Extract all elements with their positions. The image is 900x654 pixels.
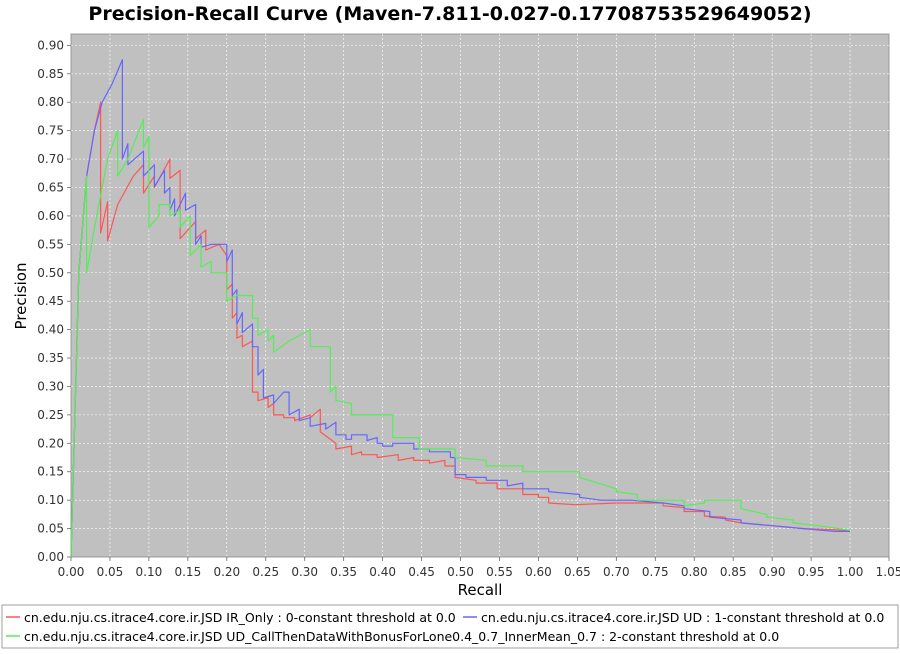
x-tick-label: 0.00 [58, 565, 85, 579]
x-tick-label: 0.60 [525, 565, 552, 579]
y-tick-label: 0.10 [37, 493, 64, 507]
y-tick-label: 0.90 [37, 38, 64, 52]
legend-label-ud-callthendata: cn.edu.nju.cs.itrace4.core.ir.JSD UD_Cal… [24, 629, 779, 644]
y-tick-label: 0.50 [37, 266, 64, 280]
x-tick-label: 0.50 [447, 565, 474, 579]
y-tick-label: 0.85 [37, 67, 64, 81]
x-tick-label: 0.40 [369, 565, 396, 579]
x-tick-label: 0.35 [330, 565, 357, 579]
x-tick-label: 0.65 [564, 565, 591, 579]
legend-label-ir-only: cn.edu.nju.cs.itrace4.core.ir.JSD IR_Onl… [24, 610, 456, 625]
x-tick-label: 0.25 [252, 565, 279, 579]
y-tick-label: 0.05 [37, 522, 64, 536]
y-tick-label: 0.65 [37, 180, 64, 194]
y-tick-label: 0.55 [37, 237, 64, 251]
x-tick-label: 0.80 [681, 565, 708, 579]
y-axis-label: Precision [12, 263, 30, 330]
legend: cn.edu.nju.cs.itrace4.core.ir.JSD IR_Onl… [1, 604, 899, 649]
y-tick-label: 0.00 [37, 550, 64, 564]
x-tick-label: 1.05 [876, 565, 900, 579]
y-tick-label: 0.75 [37, 124, 64, 138]
y-tick-label: 0.15 [37, 465, 64, 479]
series-layer [70, 58, 851, 558]
x-tick-label: 1.00 [837, 565, 864, 579]
y-tick-label: 0.80 [37, 95, 64, 109]
y-tick-label: 0.40 [37, 323, 64, 337]
legend-label-ud: cn.edu.nju.cs.itrace4.core.ir.JSD UD : 1… [481, 610, 884, 625]
x-tick-label: 0.20 [213, 565, 240, 579]
x-axis-label: Recall [458, 581, 503, 599]
x-tick-label: 0.05 [97, 565, 124, 579]
x-tick-label: 0.95 [798, 565, 825, 579]
chart-title: Precision-Recall Curve (Maven-7.811-0.02… [88, 3, 811, 25]
x-tick-label: 0.55 [486, 565, 513, 579]
y-tick-label: 0.25 [37, 408, 64, 422]
y-tick-label: 0.70 [37, 152, 64, 166]
plot-area [70, 33, 890, 558]
x-axis-ticks: 0.00 0.05 0.10 0.15 0.20 0.25 0.30 0.35 0.40 0.45… [58, 557, 900, 579]
y-tick-label: 0.60 [37, 209, 64, 223]
series-line-1 [70, 58, 850, 558]
x-tick-label: 0.30 [291, 565, 318, 579]
legend-box [1, 604, 899, 649]
y-tick-label: 0.35 [37, 351, 64, 365]
x-tick-label: 0.75 [642, 565, 669, 579]
y-tick-label: 0.20 [37, 436, 64, 450]
x-tick-label: 0.45 [408, 565, 435, 579]
x-tick-label: 0.90 [759, 565, 786, 579]
series-line-2 [70, 118, 851, 558]
y-tick-label: 0.45 [37, 294, 64, 308]
y-axis-ticks: 0.00 0.05 0.10 0.15 0.20 0.25 0.30 0.35 0.40 0.45… [37, 38, 71, 564]
series-line-0 [70, 101, 851, 558]
x-tick-label: 0.15 [174, 565, 201, 579]
y-tick-label: 0.30 [37, 379, 64, 393]
grid-lines [71, 34, 889, 557]
x-tick-label: 0.70 [603, 565, 630, 579]
x-tick-label: 0.10 [136, 565, 163, 579]
x-tick-label: 0.85 [720, 565, 747, 579]
